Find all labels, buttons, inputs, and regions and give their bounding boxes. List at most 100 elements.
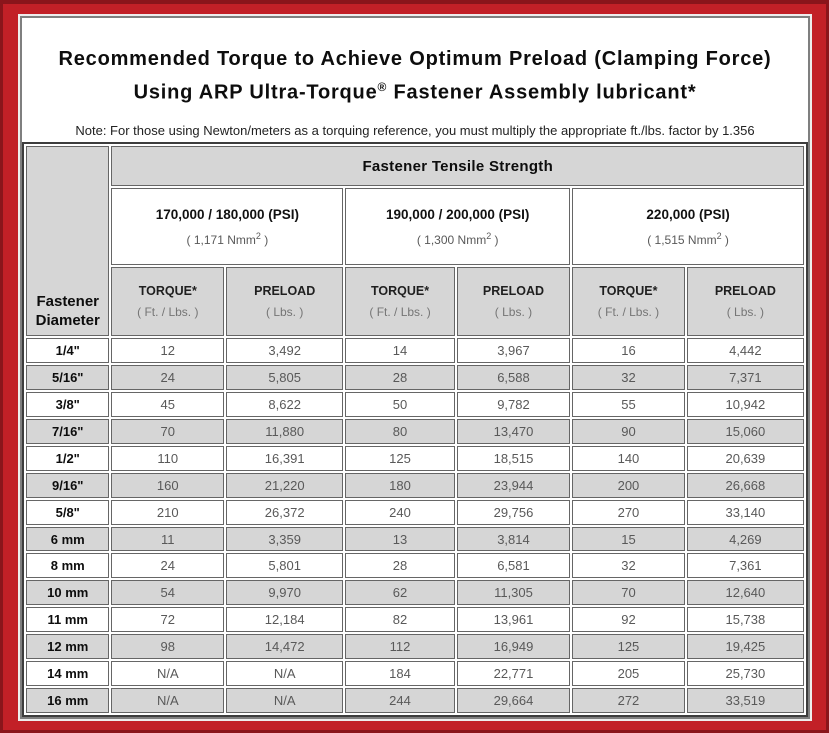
torque-value-cell: 55 bbox=[572, 392, 685, 417]
torque-value-cell: 15 bbox=[572, 526, 685, 552]
preload-value-cell: 11,880 bbox=[226, 418, 344, 444]
preload-value-cell: 33,519 bbox=[686, 688, 804, 713]
title-line2-text: Using ARP Ultra-Torque bbox=[133, 81, 378, 104]
torque-value-cell: 12 bbox=[111, 338, 225, 364]
page-title-line1: Recommended Torque to Achieve Optimum Pr… bbox=[58, 48, 772, 70]
title-block: Recommended Torque to Achieve Optimum Pr… bbox=[22, 18, 808, 142]
torque-value-cell: 244 bbox=[345, 688, 455, 713]
preload-value-cell: 15,738 bbox=[686, 607, 804, 633]
note-text: Note: For those using Newton/meters as a… bbox=[75, 122, 755, 138]
diameter-cell: 5/8" bbox=[26, 499, 110, 525]
preload-value-cell: 26,668 bbox=[686, 472, 804, 498]
column-header-preload-2: PRELOAD ( Lbs. ) bbox=[456, 267, 571, 337]
diameter-cell: 5/16" bbox=[26, 365, 110, 391]
diameter-cell: 1/2" bbox=[26, 445, 110, 471]
torque-value-cell: 110 bbox=[111, 445, 225, 471]
table-row: 3/8" 45 8,622 50 9,782 55 10,942 bbox=[26, 392, 804, 417]
preload-value-cell: 18,515 bbox=[456, 445, 571, 471]
torque-value-cell: 125 bbox=[572, 634, 685, 660]
registered-trademark-symbol: ® bbox=[377, 80, 388, 94]
preload-value-cell: 13,961 bbox=[456, 607, 571, 633]
torque-value-cell: 24 bbox=[111, 365, 225, 391]
preload-value-cell: 33,140 bbox=[686, 499, 804, 525]
torque-value-cell: 125 bbox=[345, 445, 455, 471]
table-row: 7/16" 70 11,880 80 13,470 90 15,060 bbox=[26, 418, 804, 444]
diameter-cell: 14 mm bbox=[26, 661, 110, 686]
torque-value-cell: N/A bbox=[111, 688, 225, 713]
torque-value-cell: 28 bbox=[345, 365, 455, 391]
nmm-value: ( 1,171 Nmm2 ) bbox=[186, 230, 269, 247]
corner-header-line2: Diameter bbox=[35, 312, 100, 330]
corner-header-line1: Fastener bbox=[36, 293, 99, 311]
table-container: Fastener Diameter Fastener Tensile Stren… bbox=[22, 142, 808, 717]
torque-value-cell: 80 bbox=[345, 418, 455, 444]
column-header-preload-1: PRELOAD ( Lbs. ) bbox=[226, 267, 344, 337]
table-row: 1/4" 12 3,492 14 3,967 16 4,442 bbox=[26, 338, 804, 364]
preload-value-cell: 16,391 bbox=[226, 445, 344, 471]
torque-value-cell: 184 bbox=[345, 661, 455, 686]
diameter-cell: 12 mm bbox=[26, 634, 110, 660]
table-row: 5/8" 210 26,372 240 29,756 270 33,140 bbox=[26, 499, 804, 525]
diameter-cell: 6 mm bbox=[26, 526, 110, 552]
diameter-cell: 8 mm bbox=[26, 553, 110, 579]
nmm-value: ( 1,515 Nmm2 ) bbox=[647, 230, 729, 247]
torque-value-cell: 54 bbox=[111, 580, 225, 606]
strength-group-header-190-200: 190,000 / 200,000 (PSI) ( 1,300 Nmm2 ) bbox=[345, 188, 571, 266]
table-row: 9/16" 160 21,220 180 23,944 200 26,668 bbox=[26, 472, 804, 498]
torque-value-cell: 272 bbox=[572, 688, 685, 713]
table-row: 5/16" 24 5,805 28 6,588 32 7,371 bbox=[26, 365, 804, 391]
preload-value-cell: 29,756 bbox=[456, 499, 571, 525]
diameter-cell: 1/4" bbox=[26, 338, 110, 364]
preload-value-cell: 22,771 bbox=[456, 661, 571, 686]
table-row: 14 mm N/A N/A 184 22,771 205 25,730 bbox=[26, 661, 804, 686]
torque-value-cell: 11 bbox=[111, 526, 225, 552]
torque-value-cell: 92 bbox=[572, 607, 685, 633]
preload-value-cell: 10,942 bbox=[686, 392, 804, 417]
strength-group-header-170-180: 170,000 / 180,000 (PSI) ( 1,171 Nmm2 ) bbox=[111, 188, 344, 266]
diameter-cell: 3/8" bbox=[26, 392, 110, 417]
preload-value-cell: 23,944 bbox=[456, 472, 571, 498]
torque-value-cell: 16 bbox=[572, 338, 685, 364]
torque-value-cell: 270 bbox=[572, 499, 685, 525]
diameter-cell: 16 mm bbox=[26, 688, 110, 713]
torque-value-cell: 98 bbox=[111, 634, 225, 660]
torque-value-cell: 28 bbox=[345, 553, 455, 579]
preload-value-cell: 5,805 bbox=[226, 365, 344, 391]
preload-value-cell: 25,730 bbox=[686, 661, 804, 686]
preload-value-cell: 12,184 bbox=[226, 607, 344, 633]
torque-value-cell: 32 bbox=[572, 553, 685, 579]
column-header-preload-3: PRELOAD ( Lbs. ) bbox=[686, 267, 804, 337]
preload-value-cell: 3,359 bbox=[226, 526, 344, 552]
preload-value-cell: 26,372 bbox=[226, 499, 344, 525]
preload-value-cell: 4,442 bbox=[686, 338, 804, 364]
preload-value-cell: 13,470 bbox=[456, 418, 571, 444]
preload-value-cell: 9,782 bbox=[456, 392, 571, 417]
preload-value-cell: 8,622 bbox=[226, 392, 344, 417]
diameter-cell: 10 mm bbox=[26, 580, 110, 606]
torque-value-cell: 32 bbox=[572, 365, 685, 391]
diameter-cell: 7/16" bbox=[26, 418, 110, 444]
torque-value-cell: 112 bbox=[345, 634, 455, 660]
preload-value-cell: 6,588 bbox=[456, 365, 571, 391]
torque-value-cell: 82 bbox=[345, 607, 455, 633]
column-header-torque-2: TORQUE* ( Ft. / Lbs. ) bbox=[345, 267, 455, 337]
diameter-cell: 9/16" bbox=[26, 472, 110, 498]
torque-value-cell: 24 bbox=[111, 553, 225, 579]
torque-value-cell: 240 bbox=[345, 499, 455, 525]
preload-value-cell: N/A bbox=[226, 661, 344, 686]
preload-value-cell: 14,472 bbox=[226, 634, 344, 660]
nmm-value: ( 1,300 Nmm2 ) bbox=[416, 230, 499, 247]
strength-group-header-220: 220,000 (PSI) ( 1,515 Nmm2 ) bbox=[572, 188, 804, 266]
torque-value-cell: 50 bbox=[345, 392, 455, 417]
preload-value-cell: 9,970 bbox=[226, 580, 344, 606]
diameter-cell: 11 mm bbox=[26, 607, 110, 633]
preload-value-cell: 6,581 bbox=[456, 553, 571, 579]
preload-value-cell: 3,967 bbox=[456, 338, 571, 364]
torque-table: Fastener Diameter Fastener Tensile Stren… bbox=[22, 142, 808, 717]
torque-value-cell: 140 bbox=[572, 445, 685, 471]
torque-value-cell: 45 bbox=[111, 392, 225, 417]
main-header-tensile-strength: Fastener Tensile Strength bbox=[111, 146, 804, 187]
torque-value-cell: 70 bbox=[111, 418, 225, 444]
torque-value-cell: 70 bbox=[572, 580, 685, 606]
